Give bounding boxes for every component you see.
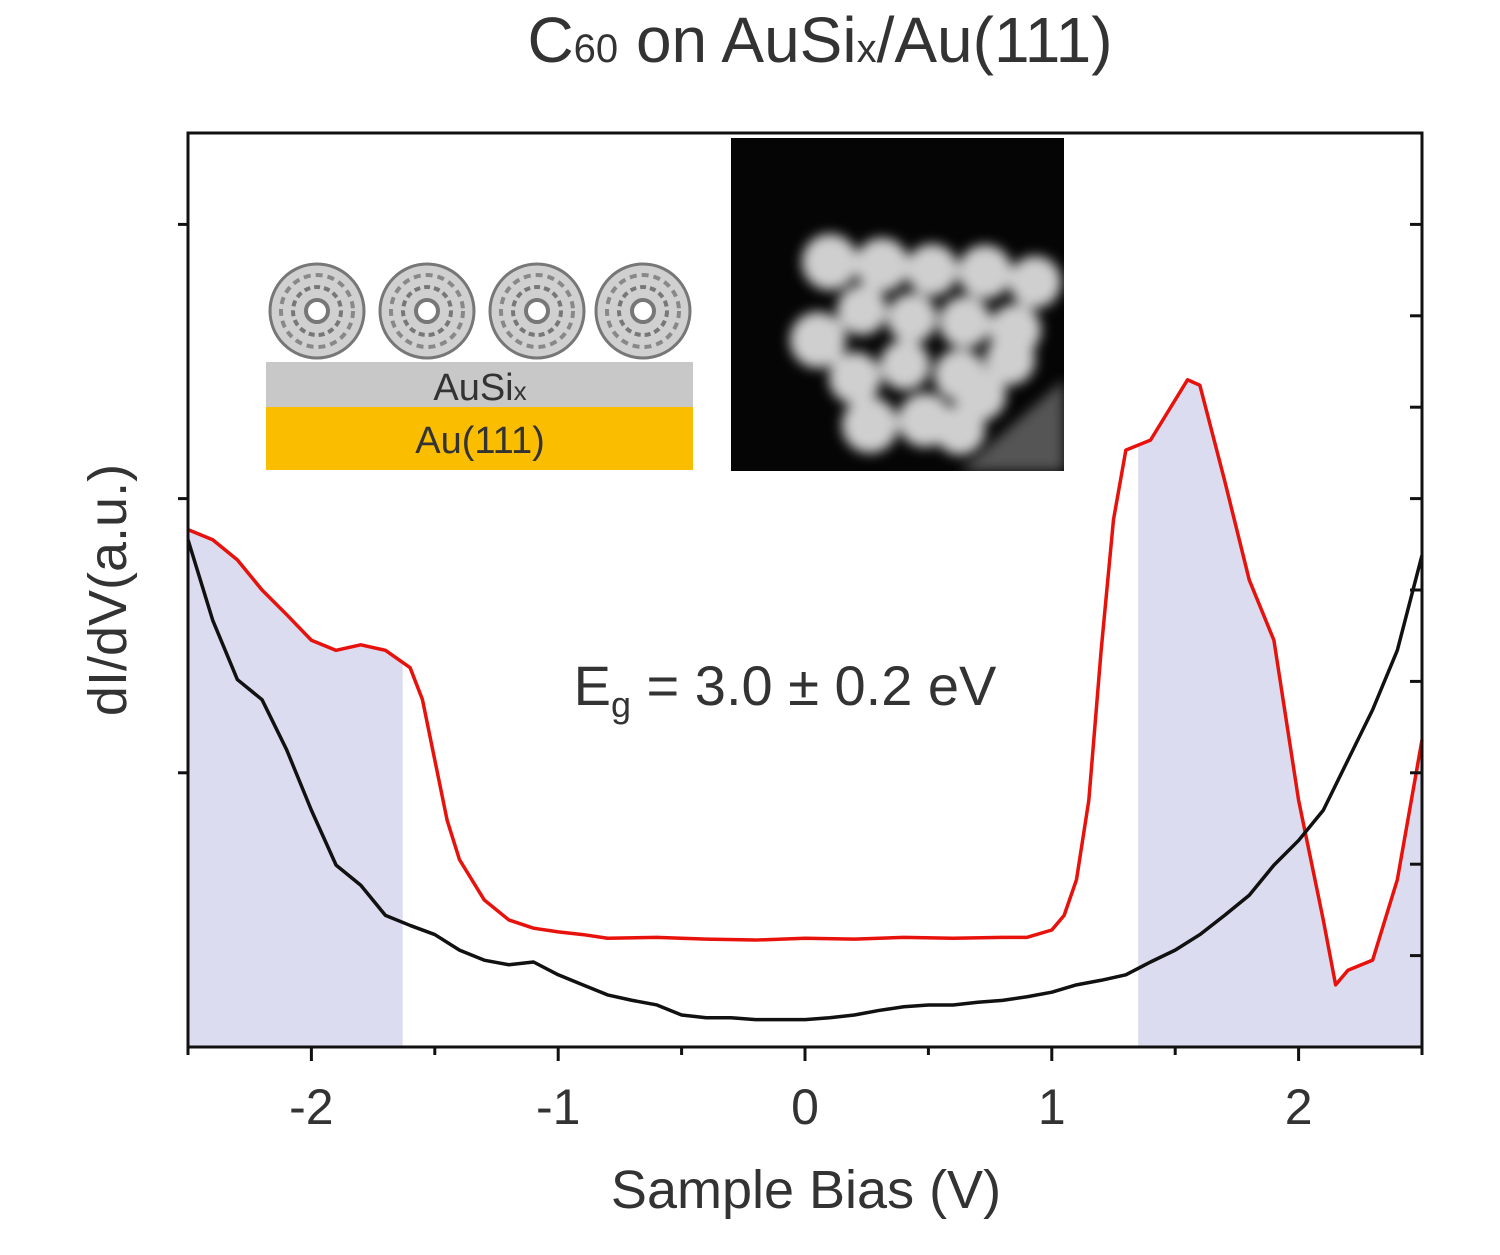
title-part: /Au(111) xyxy=(877,4,1113,76)
annotation-part: E xyxy=(574,654,611,717)
layer-label-part: AuSi xyxy=(433,367,513,409)
annotation-part: = 3.0 ± 0.2 eV xyxy=(631,654,997,717)
x-tick-label: -1 xyxy=(536,1079,580,1135)
annotation-subscript: g xyxy=(611,684,631,725)
title-part: on AuSi xyxy=(618,4,856,76)
x-tick-label: 0 xyxy=(791,1079,819,1135)
plot-area: -2 -1 0 1 2 xyxy=(178,131,1424,1135)
x-tick-label: 1 xyxy=(1038,1079,1066,1135)
annotation: Eg = 3.0 ± 0.2 eV xyxy=(574,654,997,725)
shaded-region xyxy=(188,529,403,1047)
stm-image xyxy=(731,138,1064,471)
shaded-region xyxy=(1138,379,1422,1047)
inset-schematic: AuSix Au(111) xyxy=(266,262,693,470)
title-subscript: x xyxy=(857,27,877,71)
layer-label: AuSix xyxy=(433,367,526,409)
data-line xyxy=(187,378,1424,987)
x-tick-label: -2 xyxy=(289,1079,333,1135)
x-tick-label: 2 xyxy=(1285,1079,1313,1135)
layer-label: Au(111) xyxy=(415,420,545,462)
data-line xyxy=(186,539,1424,1022)
title-subscript: 60 xyxy=(574,27,619,71)
layer-label-subscript: x xyxy=(514,376,527,406)
y-axis-label: dI/dV(a.u.) xyxy=(78,464,138,716)
chart-title: C60 on AuSix/Au(111) xyxy=(527,4,1112,76)
x-axis-label: Sample Bias (V) xyxy=(611,1160,1001,1220)
title-part: C xyxy=(527,4,573,76)
